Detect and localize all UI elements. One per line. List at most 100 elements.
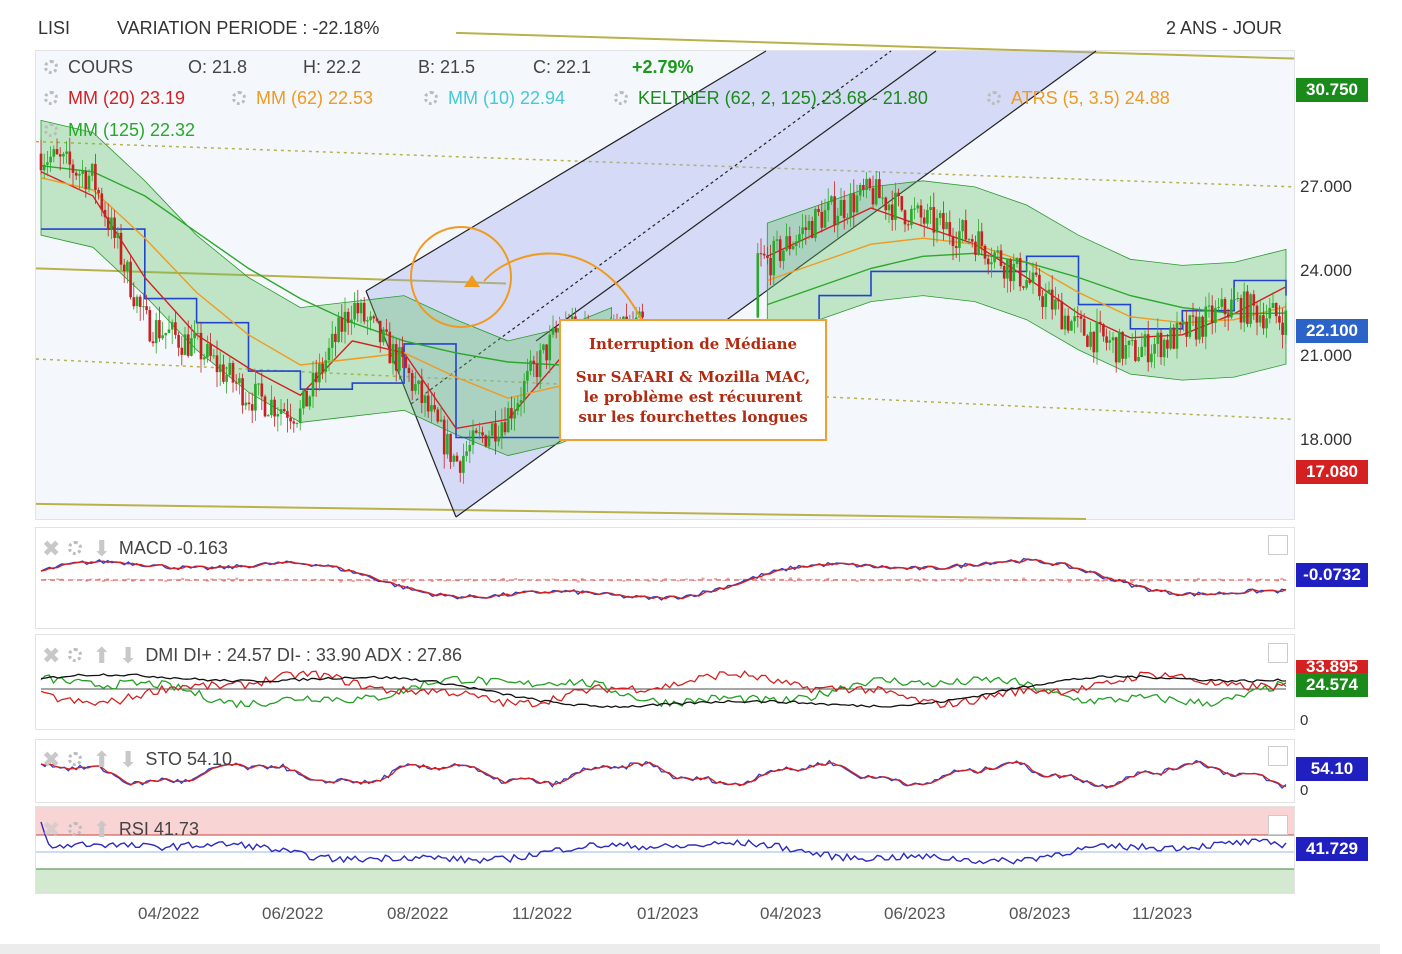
candle-body xyxy=(862,185,865,190)
close-icon[interactable]: ✖ xyxy=(42,536,61,561)
macd-histogram-bar xyxy=(1051,580,1055,582)
rsi-value: 41.73 xyxy=(153,819,199,839)
macd-histogram-bar xyxy=(1022,577,1026,580)
candle-body xyxy=(1102,324,1105,337)
gear-icon[interactable] xyxy=(232,91,246,105)
sto-checkbox[interactable] xyxy=(1268,746,1288,766)
candle-body xyxy=(202,357,206,360)
close-icon[interactable]: ✖ xyxy=(42,643,61,668)
moving-average-line xyxy=(40,165,612,366)
candle-body xyxy=(177,334,180,348)
gear-icon[interactable] xyxy=(987,91,1001,105)
rsi-checkbox[interactable] xyxy=(1268,815,1288,835)
macd-histogram-bar xyxy=(572,578,576,580)
candle-body xyxy=(1140,346,1144,358)
macd-histogram-bar xyxy=(1092,580,1096,581)
gear-icon[interactable] xyxy=(68,541,83,555)
gear-icon[interactable] xyxy=(68,648,83,662)
macd-checkbox[interactable] xyxy=(1268,535,1288,555)
dmi-legend: ✖ ⬆ ⬇ DMI DI+ : 24.57 DI- : 33.90 ADX : 27.… xyxy=(42,643,462,669)
candle-body xyxy=(1204,306,1208,337)
macd-histogram-bar xyxy=(1159,580,1163,582)
macd-histogram-bar xyxy=(106,578,110,580)
dmi-checkbox[interactable] xyxy=(1268,643,1288,663)
candle-body xyxy=(439,419,443,422)
gear-icon[interactable] xyxy=(424,91,438,105)
trend-line xyxy=(35,267,507,285)
candle-body xyxy=(545,344,548,361)
candle-body xyxy=(810,220,814,238)
macd-histogram-bar xyxy=(451,580,455,581)
candle-body xyxy=(775,239,779,241)
macd-histogram-bar xyxy=(226,578,230,580)
macd-histogram-bar xyxy=(193,578,197,580)
macd-histogram-bar xyxy=(81,579,85,580)
macd-histogram-bar xyxy=(872,580,876,582)
candle-body xyxy=(1044,293,1048,308)
candle-body xyxy=(391,344,395,364)
candle-body xyxy=(1031,272,1035,283)
macd-histogram-bar xyxy=(247,580,251,582)
gear-icon[interactable] xyxy=(44,123,58,137)
mm125-label: MM (125) 22.32 xyxy=(68,120,196,140)
arrow-up-icon[interactable]: ⬆ xyxy=(92,817,111,842)
close-value: C: 22.1 xyxy=(533,57,592,77)
gear-icon[interactable] xyxy=(68,822,83,836)
candle-body xyxy=(209,344,212,356)
macd-histogram-bar xyxy=(726,577,730,580)
candle-body xyxy=(398,347,401,371)
rsi-panel xyxy=(35,806,1295,894)
macd-histogram-bar xyxy=(285,578,289,580)
x-tick: 04/2022 xyxy=(138,904,200,923)
macd-histogram-bar xyxy=(68,579,72,580)
macd-histogram-bar xyxy=(1147,580,1151,583)
macd-histogram-bar xyxy=(609,580,613,582)
candle-body xyxy=(231,362,235,383)
gear-icon[interactable] xyxy=(44,60,58,74)
arrow-down-icon[interactable]: ⬇ xyxy=(118,643,138,668)
macd-histogram-bar xyxy=(126,578,130,580)
arrow-up-icon[interactable]: ⬆ xyxy=(92,643,111,668)
candle-body xyxy=(1281,322,1284,335)
candle-body xyxy=(990,262,993,265)
period-selector[interactable]: 2 ANS - JOUR xyxy=(1166,18,1283,38)
candle-body xyxy=(222,364,225,382)
candle-body xyxy=(1188,315,1192,337)
close-icon[interactable]: ✖ xyxy=(42,747,61,772)
gear-icon[interactable] xyxy=(44,91,58,105)
candle-body xyxy=(321,363,324,372)
candle-body xyxy=(362,302,366,322)
macd-histogram-bar xyxy=(859,579,863,580)
candle-body xyxy=(983,245,987,259)
candle-body xyxy=(938,213,942,218)
arrow-down-icon[interactable]: ⬇ xyxy=(92,536,111,561)
candle-body xyxy=(119,232,123,265)
dmi-minus-line xyxy=(40,670,1287,709)
candle-body xyxy=(833,196,836,226)
candle-body xyxy=(519,400,523,404)
candle-body xyxy=(804,227,808,230)
macd-histogram-bar xyxy=(1080,580,1084,582)
x-tick: 11/2022 xyxy=(512,904,573,923)
price-badge-last: 22.100 xyxy=(1296,319,1368,343)
macd-histogram-bar xyxy=(293,580,297,581)
macd-histogram-bar xyxy=(1063,580,1067,581)
candle-body xyxy=(778,239,782,262)
candle-body xyxy=(359,302,363,314)
candle-body xyxy=(414,384,417,391)
arrow-up-icon[interactable]: ⬆ xyxy=(92,747,111,772)
macd-histogram-bar xyxy=(47,578,51,580)
candle-body xyxy=(106,217,110,230)
macd-histogram-bar xyxy=(264,579,268,580)
x-tick: 04/2023 xyxy=(760,904,822,923)
candle-body xyxy=(814,209,817,238)
gear-icon[interactable] xyxy=(614,91,628,105)
close-icon[interactable]: ✖ xyxy=(42,817,61,842)
macd-histogram-bar xyxy=(181,577,185,580)
arrow-down-icon[interactable]: ⬇ xyxy=(118,747,138,772)
candle-body xyxy=(535,364,539,378)
candle-body xyxy=(830,196,833,203)
macd-histogram-bar xyxy=(851,579,855,580)
candle-body xyxy=(228,362,232,375)
gear-icon[interactable] xyxy=(68,752,83,766)
